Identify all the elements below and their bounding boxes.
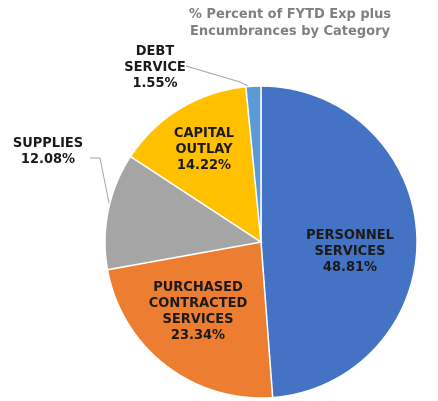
chart-title: % Percent of FYTD Exp plus Encumbrances … [188, 7, 392, 39]
slice-label: CAPITAL OUTLAY 14.22% [174, 126, 234, 174]
category-label: PURCHASED CONTRACTED SERVICES [148, 280, 248, 327]
slice-label: DEBT SERVICE 1.55% [124, 44, 186, 92]
leader-line [90, 157, 111, 209]
value-label: 12.08% [20, 152, 76, 167]
leader-line [185, 65, 253, 89]
value-label: 48.81% [322, 260, 378, 275]
slice-label: SUPPLIES 12.08% [13, 136, 83, 168]
pie-slice [104, 155, 263, 271]
category-label: SUPPLIES [12, 136, 84, 151]
value-label: 1.55% [132, 76, 178, 91]
pie-slice [260, 85, 418, 399]
category-label: DEBT SERVICE [124, 44, 186, 75]
slice-label: PURCHASED CONTRACTED SERVICES 23.34% [149, 280, 248, 344]
category-label: PERSONNEL SERVICES [306, 228, 394, 259]
pie-slice [129, 85, 262, 244]
value-label: 23.34% [170, 328, 226, 343]
pie-slice [245, 85, 262, 243]
value-label: 14.22% [176, 158, 232, 173]
category-label: CAPITAL OUTLAY [173, 126, 235, 157]
slice-label: PERSONNEL SERVICES 48.81% [306, 228, 394, 276]
pie-slice [106, 241, 274, 399]
